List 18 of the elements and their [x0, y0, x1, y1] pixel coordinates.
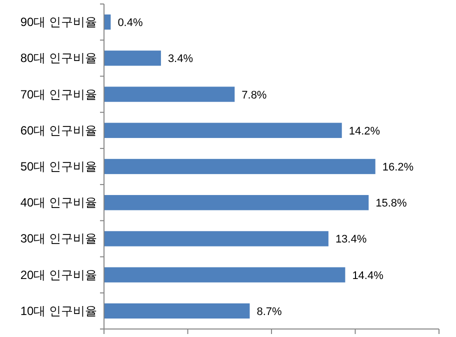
y-tick-label: 40대 인구비율 — [20, 196, 97, 210]
data-label: 15.8% — [376, 198, 408, 210]
y-tick-label: 30대 인구비율 — [20, 232, 97, 246]
y-tick-label: 90대 인구비율 — [20, 15, 97, 30]
y-tick-label: 10대 인구비율 — [20, 304, 97, 318]
data-label: 8.7% — [256, 306, 282, 318]
y-tick-label: 60대 인구비율 — [20, 123, 97, 138]
data-label: 13.4% — [335, 234, 367, 246]
data-label: 7.8% — [242, 89, 267, 102]
y-tick-label: 20대 인구비율 — [20, 268, 97, 282]
y-tick-label: 80대 인구비율 — [20, 51, 97, 66]
data-label: 14.2% — [348, 125, 380, 138]
y-tick-label: 70대 인구비율 — [20, 87, 97, 102]
data-label: 3.4% — [168, 53, 194, 66]
data-label: 0.4% — [118, 17, 143, 30]
data-label: 14.4% — [352, 270, 384, 282]
data-label: 16.2% — [382, 162, 414, 174]
y-tick-label: 50대 인구비율 — [20, 160, 97, 174]
